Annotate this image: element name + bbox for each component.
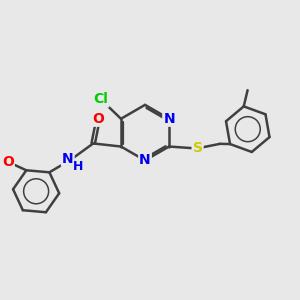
Text: Cl: Cl [94, 92, 108, 106]
Text: O: O [2, 155, 14, 169]
Text: H: H [74, 160, 84, 173]
Text: S: S [193, 142, 202, 155]
Text: N: N [163, 112, 175, 126]
Text: N: N [139, 153, 151, 167]
Text: O: O [92, 112, 104, 126]
Text: N: N [62, 152, 74, 166]
